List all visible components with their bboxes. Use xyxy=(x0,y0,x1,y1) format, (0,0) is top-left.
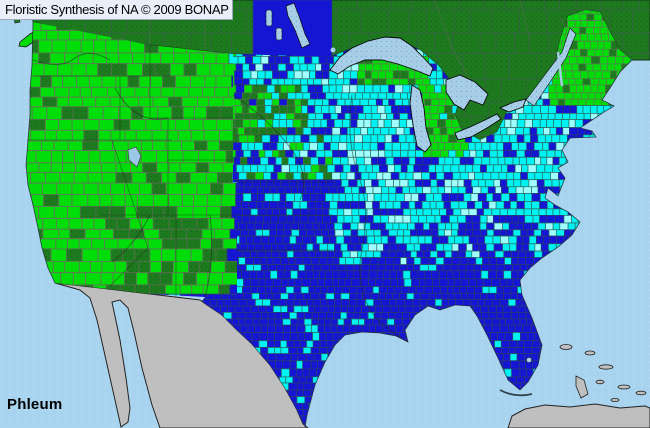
coastline xyxy=(25,21,633,428)
lake-winnipeg xyxy=(285,2,311,49)
bahamas-islands xyxy=(559,344,647,402)
lake-huron xyxy=(445,74,489,111)
lake-okeechobee xyxy=(526,357,532,363)
florida-keys xyxy=(499,389,533,397)
lake-champlain xyxy=(556,51,564,87)
manitoba-blue-region xyxy=(252,0,333,58)
map-title: Floristic Synthesis of NA © 2009 BONAP xyxy=(0,0,233,20)
lake-erie xyxy=(454,113,502,141)
great-salt-lake xyxy=(127,146,142,168)
state-borders xyxy=(27,45,333,297)
lake-michigan xyxy=(409,84,432,153)
rivers xyxy=(32,53,403,339)
lake-ontario xyxy=(498,98,527,113)
great-lakes xyxy=(127,27,577,363)
cuba-region xyxy=(507,403,650,428)
lake-superior xyxy=(329,36,434,77)
taxon-label: Phleum xyxy=(7,396,63,413)
lake-of-the-woods xyxy=(330,47,336,53)
st-lawrence-river xyxy=(525,27,577,107)
